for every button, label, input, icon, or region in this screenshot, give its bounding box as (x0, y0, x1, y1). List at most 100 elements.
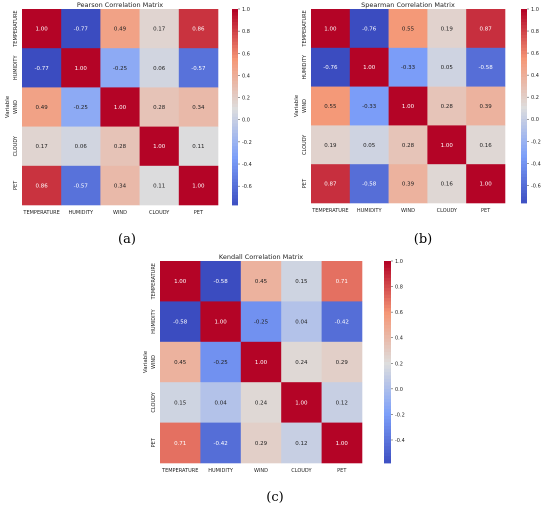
colorbar-segment (384, 439, 391, 444)
cell-value-label: 0.28 (402, 143, 415, 149)
cell-value-label: 1.00 (192, 183, 205, 189)
colorbar-segment (232, 162, 238, 167)
colorbar-segment (384, 311, 391, 316)
heatmap-cell (200, 382, 242, 423)
cell-value-label: 0.49 (35, 105, 48, 111)
colorbar-segment (232, 129, 238, 134)
cell-value-label: 0.28 (441, 104, 454, 110)
x-tick-label: TEMPERATURE (22, 210, 59, 216)
colorbar-segment (521, 112, 527, 117)
colorbar-segment (232, 159, 238, 163)
colorbar-segment (384, 436, 391, 440)
colorbar-tick-label: 0.2 (242, 96, 250, 102)
heatmap-cell (349, 164, 389, 204)
colorbar-tick-label: 1.0 (395, 259, 403, 265)
colorbar-segment (232, 185, 238, 190)
colorbar-tick-label: 0.2 (531, 95, 539, 101)
cell-value-label: -0.58 (362, 182, 377, 188)
colorbar-segment (521, 148, 527, 152)
colorbar-segment (521, 70, 527, 75)
colorbar-segment (232, 67, 238, 72)
kendall-heatmap-panel: Kendall Correlation Matrix 1.00 -0.58 0.45 0… (135, 253, 415, 503)
spearman-heatmap: Spearman Correlation Matrix 1.00 -0.76 0.55… (294, 1, 541, 214)
colorbar-segment (521, 54, 527, 58)
colorbar-tick-label: 0.0 (531, 117, 539, 123)
heatmap-cell (349, 125, 389, 165)
heatmap-cell (178, 48, 219, 88)
cell-value-label: -0.33 (362, 104, 377, 110)
colorbar-segment (232, 28, 238, 33)
colorbar-segment (521, 167, 527, 172)
x-tick-label: PET (481, 208, 491, 214)
heatmap-cell (240, 422, 282, 464)
cell-value-label: -0.76 (323, 65, 338, 71)
cell-value-label: -0.42 (335, 320, 349, 326)
heatmap-cell (178, 165, 219, 206)
cell-value-label: 0.17 (35, 144, 48, 150)
colorbar-tick-label: 0.6 (242, 51, 250, 57)
cell-value-label: 0.45 (174, 360, 187, 366)
y-tick-label: PET (13, 180, 19, 190)
cell-value-label: 0.15 (174, 400, 187, 406)
colorbar-segment (232, 97, 238, 101)
heatmap-cell (139, 48, 180, 88)
colorbar-segment (384, 351, 391, 356)
heatmap-cell (281, 422, 322, 464)
panel-label-c: (c) (266, 490, 284, 505)
x-tick-label: TEMPERATURE (311, 208, 348, 214)
heatmap-cell (427, 164, 467, 204)
colorbar-segment (384, 432, 391, 437)
colorbar-segment (384, 348, 391, 353)
colorbar-segment (384, 284, 391, 289)
cell-value-label: 0.86 (35, 183, 48, 189)
cell-value-label: 0.12 (295, 441, 307, 447)
cell-value-label: 1.00 (214, 320, 227, 326)
colorbar-segment (521, 41, 527, 45)
colorbar-tick-label: 0.4 (242, 73, 250, 79)
colorbar-segment (521, 193, 527, 197)
heatmap-cell (466, 9, 506, 49)
colorbar-tick-label: -0.6 (531, 183, 541, 189)
pearson-heatmap: Pearson Correlation Matrix 1.00 -0.77 0.49 0… (5, 1, 252, 216)
colorbar-segment (232, 58, 238, 62)
y-tick-label: CLOUDY (151, 391, 157, 412)
x-tick-label: CLOUDY (149, 210, 170, 216)
cell-value-label: 1.00 (441, 143, 454, 149)
colorbar-segment (521, 76, 527, 81)
cell-value-label: 0.71 (336, 279, 348, 285)
cell-value-label: 1.00 (174, 279, 187, 285)
colorbar-segment (521, 57, 527, 62)
heatmap-cell (349, 9, 389, 49)
cell-value-label: 0.11 (153, 183, 165, 189)
colorbar-segment (384, 318, 391, 322)
colorbar-segment (384, 449, 391, 454)
colorbar-segment (384, 425, 391, 430)
heatmap-cell (200, 261, 242, 302)
y-tick-label: TEMPERATURE (151, 263, 157, 300)
heatmap-cell (427, 47, 467, 87)
heatmap-cell (311, 47, 351, 87)
colorbar-segment (232, 139, 238, 144)
colorbar-segment (384, 308, 391, 312)
colorbar-segment (384, 341, 391, 346)
colorbar-tick-label: 0.0 (395, 387, 403, 393)
colorbar-segment (521, 141, 527, 146)
colorbar-segment (521, 170, 527, 175)
cell-value-label: -0.76 (362, 26, 377, 32)
colorbar-tick-label: -0.4 (531, 161, 541, 167)
colorbar-segment (521, 115, 527, 120)
cell-value-label: 1.00 (336, 441, 349, 447)
heatmap-cell (61, 9, 101, 49)
heatmap-cell (139, 87, 180, 127)
heatmap-cell (61, 48, 101, 88)
heatmap-cell (349, 86, 389, 126)
colorbar-segment (521, 199, 527, 204)
y-tick-label: TEMPERATURE (13, 10, 19, 47)
colorbar-segment (521, 118, 527, 123)
heatmap-cell (240, 382, 282, 423)
cell-value-label: 1.00 (324, 26, 337, 32)
colorbar-segment (521, 131, 527, 136)
colorbar-segment (384, 287, 391, 292)
colorbar-segment (384, 372, 391, 376)
heatmap-cell (160, 341, 201, 383)
